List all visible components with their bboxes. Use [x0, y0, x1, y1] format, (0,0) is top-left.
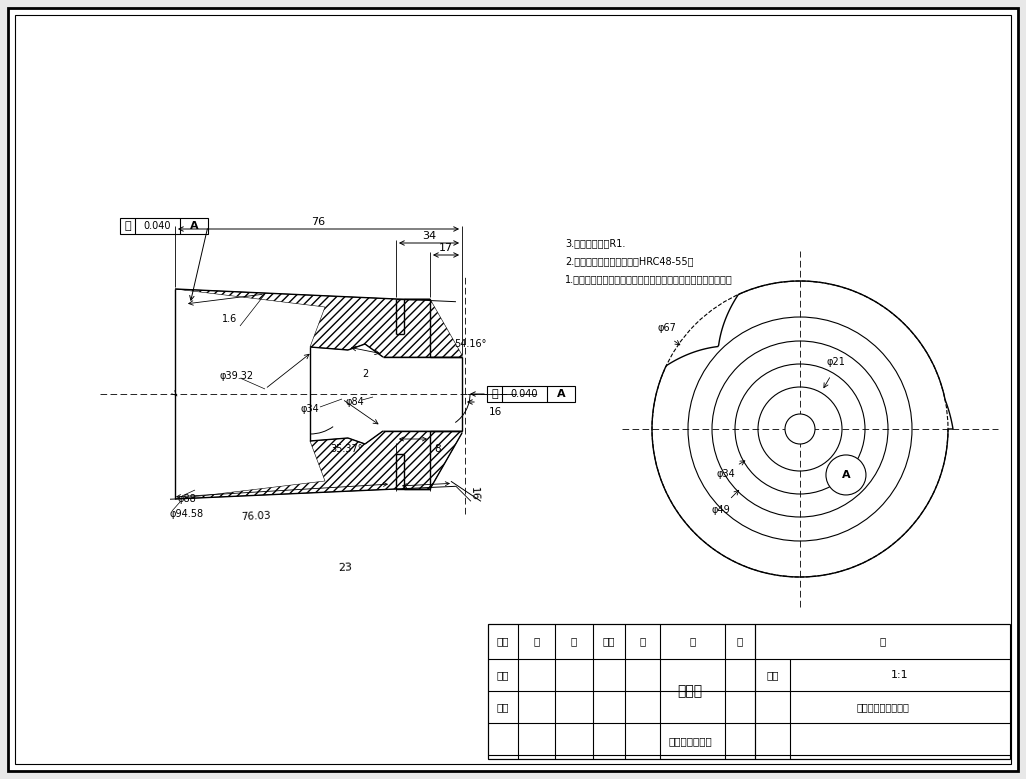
Text: 注: 注 — [879, 636, 885, 647]
Text: A: A — [190, 221, 198, 231]
Circle shape — [785, 414, 815, 444]
Polygon shape — [652, 281, 953, 577]
Text: 0.040: 0.040 — [510, 389, 538, 399]
Text: 2: 2 — [362, 369, 368, 379]
Text: 称: 称 — [570, 636, 577, 647]
Circle shape — [622, 251, 978, 607]
Text: 16: 16 — [488, 407, 502, 417]
Text: （材料或质量）: （材料或质量） — [668, 736, 712, 746]
Text: φ34: φ34 — [716, 469, 735, 479]
Text: φ34: φ34 — [301, 404, 319, 414]
Text: ⌓: ⌓ — [491, 389, 498, 399]
Text: 76.03: 76.03 — [240, 510, 271, 522]
Text: φ84: φ84 — [346, 397, 364, 407]
Text: （图号或存储代号）: （图号或存储代号） — [856, 702, 909, 712]
Text: A: A — [557, 389, 565, 399]
Text: 76: 76 — [312, 217, 325, 227]
Circle shape — [826, 455, 866, 495]
Bar — [487, 386, 575, 402]
Text: 料: 料 — [689, 636, 696, 647]
Text: 54.16°: 54.16° — [453, 339, 486, 349]
Text: 备: 备 — [737, 636, 743, 647]
Text: φ94.58: φ94.58 — [170, 509, 204, 519]
Text: 16: 16 — [469, 487, 479, 502]
Polygon shape — [175, 431, 462, 499]
Text: 比例: 比例 — [766, 670, 779, 680]
Text: 制图: 制图 — [497, 670, 509, 680]
Text: ⌓: ⌓ — [124, 221, 130, 231]
Text: φ39.32: φ39.32 — [220, 371, 254, 381]
Text: A: A — [841, 470, 851, 480]
Text: φ21: φ21 — [827, 357, 845, 367]
Text: 3.未注圆角半径R1.: 3.未注圆角半径R1. — [565, 238, 626, 248]
Text: 1:1: 1:1 — [892, 670, 909, 680]
Polygon shape — [175, 289, 462, 357]
Text: 序号: 序号 — [497, 636, 509, 647]
Text: φ49: φ49 — [711, 506, 731, 516]
Text: 锥齿轮: 锥齿轮 — [677, 684, 703, 698]
Text: 材: 材 — [639, 636, 645, 647]
Text: 23: 23 — [339, 562, 353, 573]
Text: 名: 名 — [534, 636, 540, 647]
Text: φ67: φ67 — [657, 323, 676, 333]
Text: 1.零件加工表面上，不允有划痕、擦伤等损伤零件表面的缺陷。: 1.零件加工表面上，不允有划痕、擦伤等损伤零件表面的缺陷。 — [565, 274, 733, 284]
Bar — [120, 218, 208, 234]
Text: φ88: φ88 — [177, 494, 197, 504]
Text: 数量: 数量 — [602, 636, 616, 647]
Text: 2.齿调质，淬火，硬度达到HRC48-55。: 2.齿调质，淬火，硬度达到HRC48-55。 — [565, 256, 694, 266]
Text: 0.040: 0.040 — [144, 221, 170, 231]
Text: 34: 34 — [422, 231, 436, 241]
Text: 审核: 审核 — [497, 702, 509, 712]
Text: 8: 8 — [435, 444, 441, 454]
Text: 1.6: 1.6 — [223, 314, 238, 324]
Text: 17: 17 — [439, 243, 453, 253]
Text: 35.37°: 35.37° — [330, 444, 362, 454]
